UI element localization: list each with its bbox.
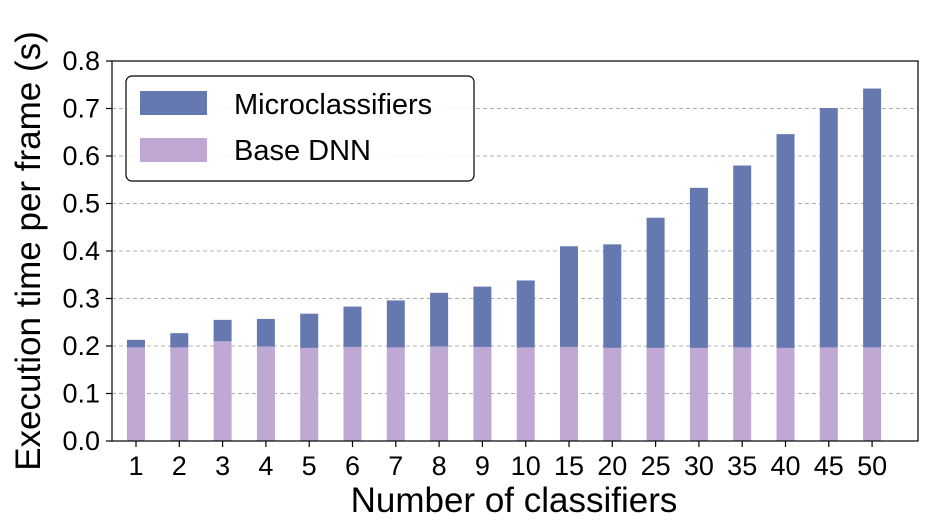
bar-base-dnn-20: [603, 347, 622, 441]
x-tick-label: 10: [511, 451, 541, 481]
y-tick-label: 0.8: [62, 46, 100, 76]
legend-swatch-microclassifiers: [140, 91, 207, 115]
bar-base-dnn-35: [733, 347, 752, 441]
bar-base-dnn-50: [863, 347, 882, 441]
x-tick-label: 2: [172, 451, 187, 481]
x-tick-label: 5: [302, 451, 317, 481]
bar-microclassifiers-15: [560, 246, 578, 347]
x-tick-label: 45: [814, 451, 844, 481]
bar-microclassifiers-50: [863, 88, 882, 348]
x-tick-label: 20: [597, 451, 627, 481]
bar-microclassifiers-3: [213, 319, 232, 342]
bar-base-dnn-7: [386, 347, 405, 441]
x-tick-label: 50: [857, 451, 887, 481]
bar-microclassifiers-25: [646, 217, 665, 348]
bar-base-dnn-1: [127, 347, 145, 441]
bar-microclassifiers-4: [256, 318, 275, 347]
x-tick-label: 8: [432, 451, 447, 481]
legend-label-microclassifiers: Microclassifiers: [234, 89, 432, 121]
x-tick-label: 25: [641, 451, 671, 481]
x-tick-label: 7: [388, 451, 403, 481]
x-tick-label: 1: [128, 451, 143, 481]
bar-microclassifiers-6: [343, 306, 362, 347]
bar-base-dnn-3: [213, 341, 232, 441]
x-tick-label: 30: [684, 451, 714, 481]
x-axis-label: Number of classifiers: [351, 481, 678, 520]
x-tick-label: 15: [554, 451, 584, 481]
bar-base-dnn-25: [646, 347, 665, 441]
bar-base-dnn-15: [560, 346, 578, 441]
y-axis-label: Execution time per frame (s): [9, 31, 48, 471]
y-tick-label: 0.5: [62, 189, 100, 219]
y-axis-ticks: 0.0 0.1 0.2 0.3 0.4 0.5 0.6 0.7 0.8: [62, 46, 112, 456]
y-tick-label: 0.2: [62, 331, 100, 361]
y-tick-label: 0.3: [62, 284, 100, 314]
bar-microclassifiers-7: [386, 300, 405, 348]
x-tick-label: 4: [258, 451, 273, 481]
y-tick-label: 0.6: [62, 141, 100, 171]
bar-microclassifiers-9: [473, 286, 492, 347]
bar-base-dnn-6: [343, 346, 362, 441]
x-tick-label: 9: [475, 451, 490, 481]
legend-label-base-dnn: Base DNN: [234, 135, 371, 167]
bar-base-dnn-2: [170, 347, 189, 441]
bar-microclassifiers-1: [127, 339, 145, 348]
bar-microclassifiers-2: [170, 333, 189, 348]
bar-microclassifiers-20: [603, 244, 622, 348]
bar-microclassifiers-35: [733, 165, 752, 348]
x-tick-label: 3: [215, 451, 230, 481]
x-axis-ticks: 1 2 3 4 5 6 7 8 9 10 15 20 25 30 35 40 45 50: [128, 441, 887, 481]
bar-base-dnn-10: [516, 347, 535, 441]
bars-group: [127, 88, 882, 441]
bar-microclassifiers-30: [689, 187, 708, 348]
legend: Microclassifiers Base DNN: [125, 75, 475, 182]
y-tick-label: 0.1: [62, 379, 100, 409]
bar-microclassifiers-5: [300, 313, 319, 348]
bar-microclassifiers-8: [430, 292, 449, 347]
bar-base-dnn-9: [473, 346, 492, 441]
bar-base-dnn-30: [689, 347, 708, 441]
bar-base-dnn-45: [819, 347, 838, 441]
legend-box: [125, 75, 475, 182]
bar-base-dnn-5: [300, 347, 319, 441]
bar-microclassifiers-10: [516, 280, 535, 348]
bar-base-dnn-8: [430, 346, 449, 441]
legend-swatch-base-dnn: [140, 138, 207, 162]
y-tick-label: 0.4: [62, 236, 100, 266]
y-tick-label: 0.0: [62, 426, 100, 456]
bar-base-dnn-4: [256, 346, 275, 441]
x-tick-label: 6: [345, 451, 360, 481]
bar-base-dnn-40: [776, 347, 795, 441]
bar-microclassifiers-40: [776, 134, 795, 348]
x-tick-label: 35: [727, 451, 757, 481]
bar-microclassifiers-45: [819, 108, 838, 348]
x-tick-label: 40: [770, 451, 800, 481]
y-tick-label: 0.7: [62, 94, 100, 124]
